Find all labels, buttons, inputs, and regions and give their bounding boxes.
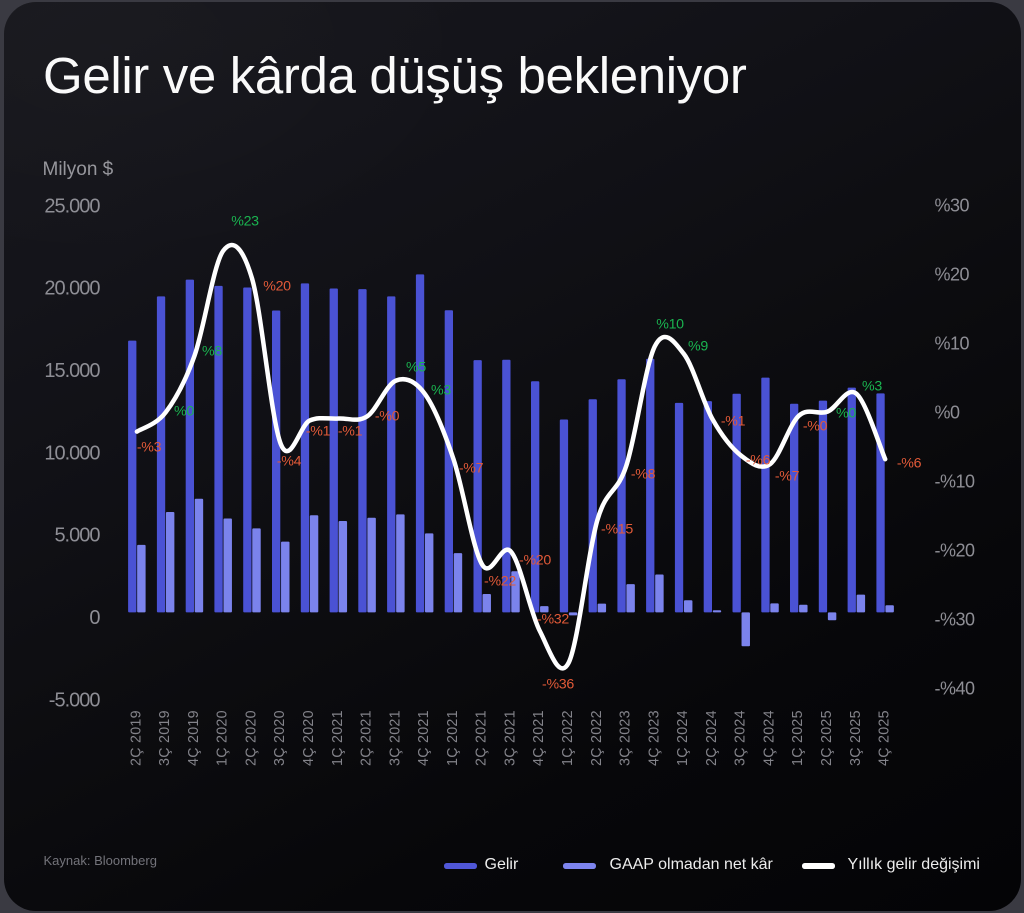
svg-text:2Ç 2021: 2Ç 2021: [474, 710, 490, 766]
svg-text:-%8: -%8: [631, 466, 656, 482]
svg-text:2Ç 2025: 2Ç 2025: [819, 710, 835, 766]
svg-text:-%7: -%7: [459, 460, 484, 476]
svg-text:-%4: -%4: [277, 453, 302, 469]
svg-text:0: 0: [89, 607, 100, 629]
svg-text:%30: %30: [935, 195, 970, 215]
svg-text:-%40: -%40: [935, 678, 976, 698]
svg-text:-%22: -%22: [484, 573, 516, 589]
svg-text:-%6: -%6: [897, 455, 922, 471]
svg-text:2Ç 2019: 2Ç 2019: [128, 710, 144, 766]
svg-text:%3: %3: [862, 378, 882, 394]
svg-text:2Ç 2021: 2Ç 2021: [359, 710, 375, 766]
svg-text:-%1: -%1: [306, 423, 331, 439]
svg-text:-%1: -%1: [338, 423, 363, 439]
svg-text:-%1: -%1: [721, 413, 746, 429]
svg-text:1Ç 2021: 1Ç 2021: [445, 710, 461, 766]
svg-text:2Ç 2024: 2Ç 2024: [704, 710, 720, 766]
svg-text:Milyon $: Milyon $: [43, 159, 114, 180]
svg-text:4Ç 2023: 4Ç 2023: [646, 710, 662, 766]
svg-text:-%0: -%0: [375, 408, 400, 424]
svg-text:4Ç 2025: 4Ç 2025: [877, 710, 893, 766]
svg-text:1Ç 2025: 1Ç 2025: [790, 710, 806, 766]
svg-text:1Ç 2021: 1Ç 2021: [330, 710, 346, 766]
svg-text:%9: %9: [688, 338, 708, 354]
svg-text:-%20: -%20: [519, 552, 551, 568]
svg-text:2Ç 2022: 2Ç 2022: [589, 710, 605, 766]
svg-text:%5: %5: [406, 359, 426, 375]
svg-text:-%6: -%6: [746, 452, 771, 468]
svg-text:1Ç 2024: 1Ç 2024: [675, 710, 691, 766]
svg-text:-5.000: -5.000: [49, 689, 101, 711]
svg-text:%10: %10: [935, 333, 970, 353]
svg-text:%10: %10: [656, 316, 684, 332]
svg-text:-%30: -%30: [935, 609, 976, 629]
svg-text:%20: %20: [263, 278, 291, 294]
svg-text:15.000: 15.000: [44, 360, 100, 382]
svg-text:3Ç 2025: 3Ç 2025: [848, 710, 864, 766]
svg-text:-%36: -%36: [542, 676, 574, 692]
svg-text:4Ç 2019: 4Ç 2019: [186, 710, 202, 766]
svg-text:4Ç 2021: 4Ç 2021: [416, 710, 432, 766]
svg-text:1Ç 2022: 1Ç 2022: [560, 710, 576, 766]
svg-text:%20: %20: [935, 264, 970, 284]
svg-text:2Ç 2020: 2Ç 2020: [243, 710, 259, 766]
svg-text:%8: %8: [202, 343, 222, 359]
svg-text:25.000: 25.000: [44, 195, 100, 217]
svg-text:-%7: -%7: [775, 468, 800, 484]
svg-text:3Ç 2021: 3Ç 2021: [502, 710, 518, 766]
svg-text:4Ç 2020: 4Ç 2020: [301, 710, 317, 766]
svg-text:3Ç 2021: 3Ç 2021: [387, 710, 403, 766]
svg-text:%23: %23: [231, 213, 259, 229]
svg-text:-%32: -%32: [537, 611, 569, 627]
svg-text:-%15: -%15: [601, 521, 633, 537]
svg-text:-%20: -%20: [935, 540, 976, 560]
svg-text:1Ç 2020: 1Ç 2020: [215, 710, 231, 766]
svg-text:10.000: 10.000: [44, 442, 100, 464]
svg-text:%0: %0: [935, 402, 961, 422]
svg-text:20.000: 20.000: [44, 278, 100, 300]
svg-text:3Ç 2024: 3Ç 2024: [733, 710, 749, 766]
svg-text:%0: %0: [174, 403, 194, 419]
svg-text:-%3: -%3: [137, 439, 162, 455]
svg-text:4Ç 2021: 4Ç 2021: [531, 710, 547, 766]
svg-text:-%10: -%10: [935, 471, 976, 491]
svg-text:3Ç 2020: 3Ç 2020: [272, 710, 288, 766]
svg-text:-%0: -%0: [803, 418, 828, 434]
svg-text:4Ç 2024: 4Ç 2024: [762, 710, 778, 766]
svg-text:%3: %3: [431, 382, 451, 398]
svg-text:%0: %0: [836, 405, 856, 421]
svg-text:5.000: 5.000: [54, 525, 100, 547]
svg-text:3Ç 2023: 3Ç 2023: [618, 710, 634, 766]
svg-text:3Ç 2019: 3Ç 2019: [157, 710, 173, 766]
